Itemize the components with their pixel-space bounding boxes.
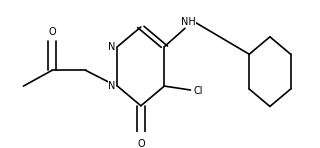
- Text: N: N: [108, 42, 116, 52]
- Text: Cl: Cl: [193, 86, 203, 96]
- Text: NH: NH: [181, 17, 196, 27]
- Text: O: O: [137, 139, 145, 148]
- Text: N: N: [108, 81, 116, 91]
- Text: O: O: [48, 27, 56, 37]
